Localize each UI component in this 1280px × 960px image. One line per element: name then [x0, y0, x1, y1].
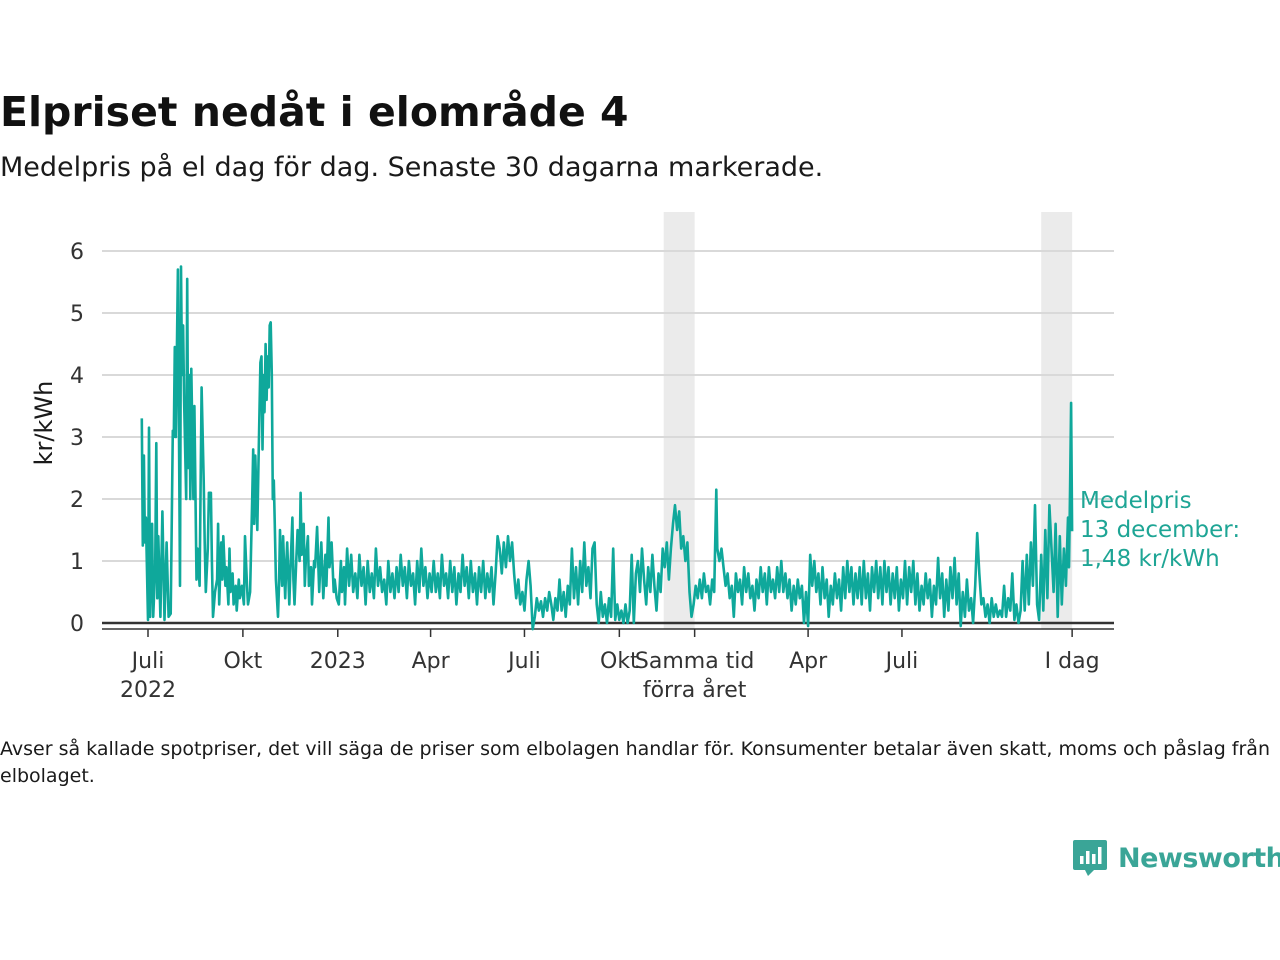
x-tick-label-7-1: Samma tid: [635, 649, 755, 674]
y-gridlines: [102, 250, 1114, 562]
x-tick-label-6-1: Okt: [600, 649, 639, 674]
newsworthy-logo-icon: [1073, 840, 1107, 876]
y-tick-5: 5: [70, 302, 84, 327]
x-tick-label-3-1: 2023: [310, 649, 366, 674]
brand-logo: Newsworthy: [1072, 838, 1280, 878]
x-tick-label-10-1: I dag: [1045, 649, 1100, 674]
brand-name: Newsworthy: [1118, 842, 1280, 874]
x-tick-label-4-1: Apr: [412, 649, 451, 674]
x-tick-label-1-2: 2022: [120, 678, 176, 703]
y-tick-3: 3: [70, 426, 84, 451]
annotation-line-2: 13 december:: [1080, 517, 1240, 543]
y-tick-6: 6: [70, 240, 84, 265]
x-tick-label-1-1: Juli: [130, 649, 165, 674]
x-tick-label-7-2: förra året: [643, 677, 747, 703]
y-axis-title: kr/kWh: [30, 381, 58, 466]
annotation-line-3: 1,48 kr/kWh: [1080, 546, 1220, 572]
series-line: [140, 265, 1074, 631]
annotation-line-1: Medelpris: [1080, 488, 1192, 514]
y-tick-1: 1: [70, 550, 84, 575]
chart-title: Elpriset nedåt i elområde 4: [0, 88, 629, 136]
x-tick-label-8-1: Apr: [789, 649, 828, 674]
latest-value-annotation: Medelpris 13 december: 1,48 kr/kWh: [1080, 488, 1240, 572]
line-chart: 0 1 2 3 4 5 6 kr/kWh Juli 2022 Okt 2023 Apr Juli Okt…: [30, 212, 1240, 703]
footnote: Avser så kallade spotpriser, det vill sä…: [0, 738, 1270, 787]
x-tick-label-2-1: Okt: [224, 649, 263, 674]
y-tick-0: 0: [70, 612, 84, 637]
x-tick-label-5-1: Juli: [506, 649, 541, 674]
chart-subtitle: Medelpris på el dag för dag. Senaste 30 …: [0, 152, 824, 183]
highlight-bands: [663, 212, 1073, 629]
x-tick-label-9-1: Juli: [884, 649, 919, 674]
y-tick-2: 2: [70, 488, 84, 513]
y-tick-labels: 0 1 2 3 4 5 6: [70, 240, 84, 637]
x-axis: [102, 621, 1114, 637]
y-tick-4: 4: [70, 364, 84, 389]
